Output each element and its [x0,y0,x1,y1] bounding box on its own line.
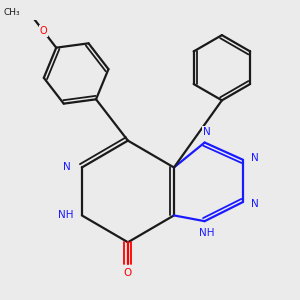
Text: CH₃: CH₃ [3,8,20,17]
Text: NH: NH [58,210,74,220]
Text: N: N [251,153,259,163]
Text: N: N [203,127,210,137]
Text: N: N [251,199,259,209]
Text: N: N [63,163,71,172]
Text: O: O [40,26,47,36]
Text: NH: NH [199,228,214,238]
Text: O: O [124,268,132,278]
